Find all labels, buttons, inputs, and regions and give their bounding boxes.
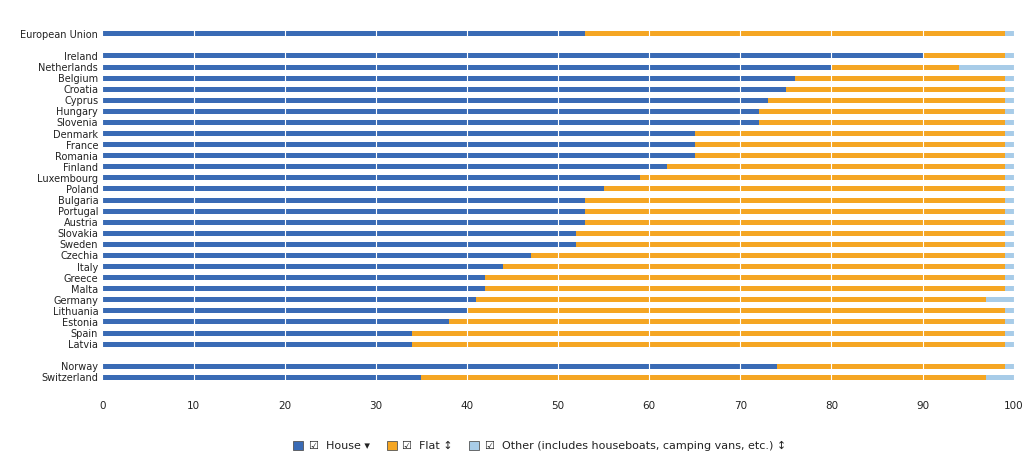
- Bar: [1005, 364, 1014, 369]
- Bar: [1005, 142, 1014, 147]
- Bar: [1005, 209, 1014, 213]
- Bar: [759, 109, 1005, 114]
- Bar: [102, 331, 413, 335]
- Bar: [102, 220, 586, 225]
- Bar: [1005, 309, 1014, 313]
- Bar: [1005, 264, 1014, 269]
- Bar: [102, 231, 577, 236]
- Bar: [1005, 153, 1014, 158]
- Bar: [1005, 286, 1014, 291]
- Bar: [986, 298, 1014, 302]
- Bar: [831, 65, 959, 69]
- Bar: [102, 98, 768, 103]
- Bar: [923, 54, 1005, 59]
- Bar: [102, 142, 694, 147]
- Bar: [1005, 164, 1014, 169]
- Bar: [668, 164, 1005, 169]
- Bar: [413, 342, 1005, 346]
- Bar: [102, 176, 640, 180]
- Bar: [467, 309, 1005, 313]
- Bar: [1005, 187, 1014, 191]
- Bar: [1005, 231, 1014, 236]
- Bar: [1005, 275, 1014, 280]
- Bar: [102, 187, 604, 191]
- Bar: [586, 220, 1005, 225]
- Bar: [777, 364, 1005, 369]
- Bar: [768, 98, 1005, 103]
- Bar: [694, 131, 1005, 136]
- Legend: ☑  House ▾, ☑  Flat ↕, ☑  Other (includes houseboats, camping vans, etc.) ↕: ☑ House ▾, ☑ Flat ↕, ☑ Other (includes h…: [294, 441, 786, 451]
- Bar: [586, 31, 1005, 36]
- Bar: [1005, 109, 1014, 114]
- Bar: [102, 109, 759, 114]
- Bar: [102, 342, 413, 346]
- Bar: [959, 65, 1014, 69]
- Bar: [102, 375, 422, 380]
- Bar: [102, 87, 786, 91]
- Bar: [102, 198, 586, 202]
- Bar: [694, 153, 1005, 158]
- Bar: [1005, 87, 1014, 91]
- Bar: [1005, 76, 1014, 80]
- Bar: [1005, 120, 1014, 125]
- Bar: [102, 31, 586, 36]
- Bar: [102, 153, 694, 158]
- Bar: [786, 87, 1005, 91]
- Bar: [102, 298, 476, 302]
- Bar: [1005, 198, 1014, 202]
- Bar: [102, 364, 777, 369]
- Bar: [1005, 131, 1014, 136]
- Bar: [102, 320, 449, 324]
- Bar: [1005, 253, 1014, 258]
- Bar: [102, 120, 759, 125]
- Bar: [102, 65, 831, 69]
- Bar: [422, 375, 986, 380]
- Bar: [102, 131, 694, 136]
- Bar: [759, 120, 1005, 125]
- Bar: [102, 253, 530, 258]
- Bar: [504, 264, 1005, 269]
- Bar: [577, 231, 1005, 236]
- Bar: [530, 253, 1005, 258]
- Bar: [413, 331, 1005, 335]
- Bar: [1005, 220, 1014, 225]
- Bar: [476, 298, 986, 302]
- Bar: [586, 198, 1005, 202]
- Bar: [640, 176, 1005, 180]
- Bar: [102, 242, 577, 247]
- Bar: [694, 142, 1005, 147]
- Bar: [1005, 242, 1014, 247]
- Bar: [577, 242, 1005, 247]
- Bar: [586, 209, 1005, 213]
- Bar: [1005, 342, 1014, 346]
- Bar: [102, 164, 668, 169]
- Bar: [795, 76, 1005, 80]
- Bar: [1005, 331, 1014, 335]
- Bar: [485, 275, 1005, 280]
- Bar: [102, 309, 467, 313]
- Bar: [102, 76, 795, 80]
- Bar: [485, 286, 1005, 291]
- Bar: [102, 275, 485, 280]
- Bar: [102, 209, 586, 213]
- Bar: [102, 286, 485, 291]
- Bar: [102, 54, 923, 59]
- Bar: [1005, 31, 1014, 36]
- Bar: [986, 375, 1014, 380]
- Bar: [449, 320, 1005, 324]
- Bar: [604, 187, 1005, 191]
- Bar: [1005, 98, 1014, 103]
- Bar: [1005, 320, 1014, 324]
- Bar: [1005, 176, 1014, 180]
- Bar: [1005, 54, 1014, 59]
- Bar: [102, 264, 504, 269]
